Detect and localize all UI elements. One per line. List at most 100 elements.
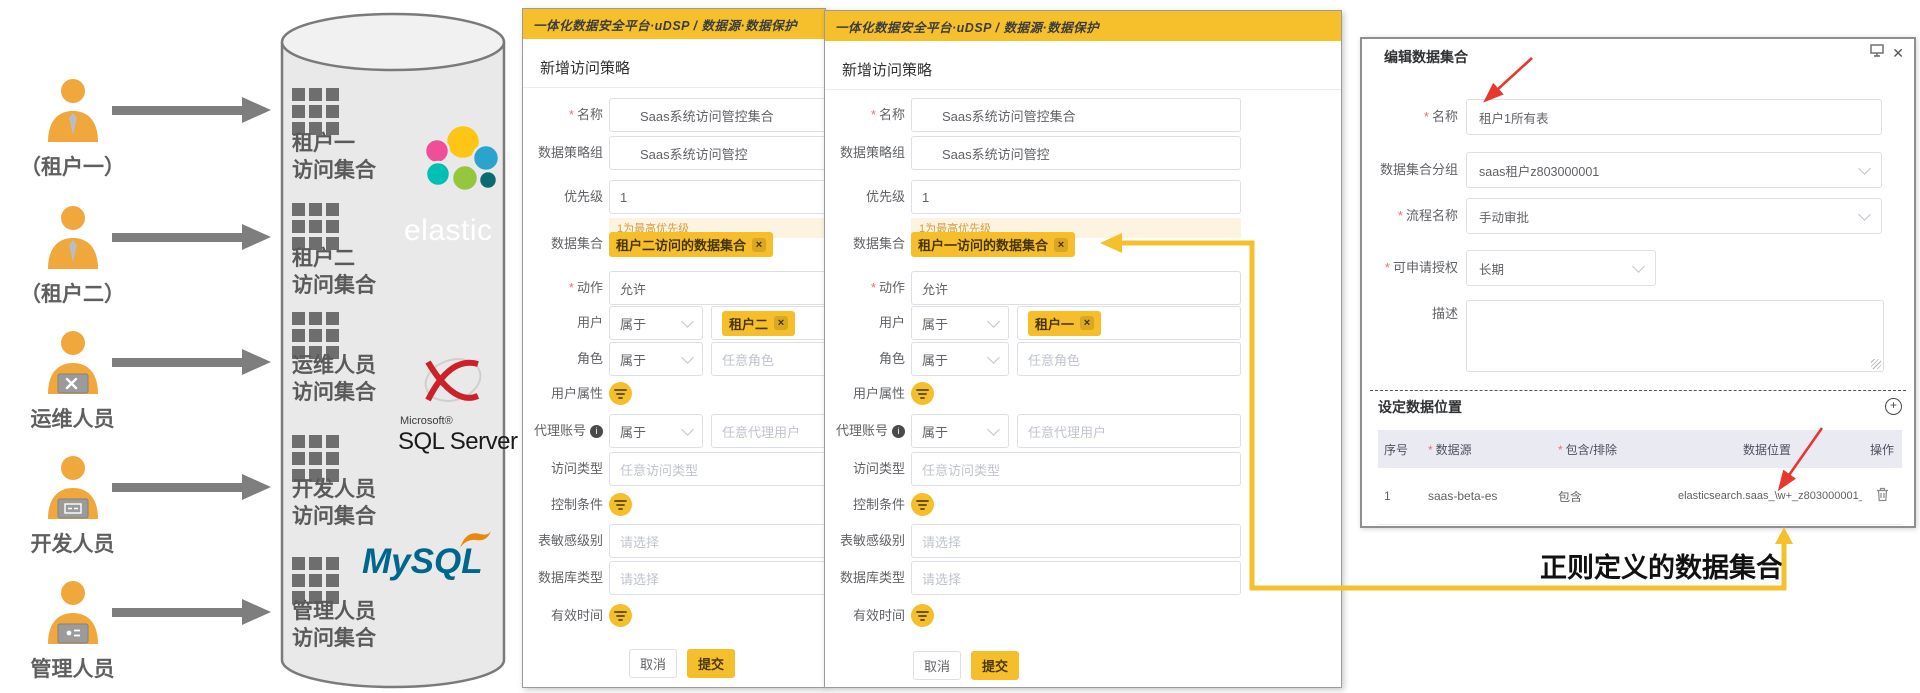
field-input-数据库类型[interactable]: 请选择 <box>609 561 825 595</box>
close-icon[interactable]: ✕ <box>1892 44 1904 61</box>
field-input-优先级[interactable]: 1 <box>911 180 1241 214</box>
field-value: Saas系统访问管控集合 <box>640 108 774 124</box>
field-select-用户[interactable]: 属于 <box>911 306 1009 340</box>
divider <box>825 89 1341 90</box>
field-input-用户[interactable]: 租户二 × <box>711 306 825 340</box>
expand-filter-icon[interactable] <box>609 382 632 405</box>
access-collection-label: 开发人员 访问集合 <box>292 476 376 530</box>
submit-button[interactable]: 提交 <box>971 651 1019 680</box>
select-value: 属于 <box>620 352 647 368</box>
field-label-动作: * 动作 <box>523 280 603 296</box>
cancel-button[interactable]: 取消 <box>629 649 677 678</box>
collection-label-line1: 租户一 <box>292 132 355 155</box>
dialog-title: 新增访问策略 <box>540 60 631 77</box>
field-input-名称[interactable]: Saas系统访问管控集合 <box>911 98 1241 132</box>
panel-input-流程名称[interactable]: 手动审批 <box>1466 198 1882 234</box>
field-input-访问类型[interactable]: 任意访问类型 <box>911 452 1241 486</box>
field-label-用户: 用户 <box>825 315 905 331</box>
collection-label-line2: 访问集合 <box>292 505 376 528</box>
expand-filter-icon[interactable] <box>911 382 934 405</box>
field-label-text: 角色 <box>576 351 603 366</box>
dataset-tag[interactable]: 租户二访问的数据集合 × <box>609 232 774 257</box>
field-input-访问类型[interactable]: 任意访问类型 <box>609 452 825 486</box>
field-input-数据策略组[interactable]: Saas系统访问管控 <box>609 136 825 170</box>
tag-text: 租户二访问的数据集合 <box>616 238 747 253</box>
field-label-text: 名称 <box>878 107 905 122</box>
remove-tag-icon[interactable]: × <box>1080 316 1095 330</box>
field-input-角色[interactable]: 任意角色 <box>1017 342 1241 376</box>
field-select-角色[interactable]: 属于 <box>609 342 703 376</box>
field-value: Saas系统访问管控 <box>942 146 1050 162</box>
add-location-icon[interactable]: + <box>1885 398 1902 415</box>
field-placeholder: 任意访问类型 <box>620 462 699 478</box>
field-input-数据库类型[interactable]: 请选择 <box>911 561 1241 595</box>
field-input-表敏感级别[interactable]: 请选择 <box>609 524 825 558</box>
expand-filter-icon[interactable] <box>609 604 632 627</box>
chevron-down-icon <box>987 422 1000 436</box>
table-row: 1 saas-beta-es 包含 elasticsearch.saas_\w+_z8… <box>1378 468 1902 525</box>
required-asterisk: * <box>1428 442 1433 457</box>
field-input-动作[interactable]: 允许 <box>609 271 825 305</box>
field-label-数据集合: 数据集合 <box>523 236 603 252</box>
persona-1: （租户一） <box>10 78 135 181</box>
submit-button[interactable]: 提交 <box>687 649 735 678</box>
field-input-角色[interactable]: 任意角色 <box>711 342 825 376</box>
elastic-logo-icon <box>423 123 501 193</box>
field-input-数据策略组[interactable]: Saas系统访问管控 <box>911 136 1241 170</box>
dialog-header: 一体化数据安全平台·uDSP / 数据源·数据保护 <box>825 11 1341 41</box>
field-input-代理账号[interactable]: 任意代理用户 <box>711 414 825 448</box>
field-placeholder: 任意代理用户 <box>722 424 801 440</box>
field-label-text: 优先级 <box>563 189 603 204</box>
field-input-名称[interactable]: Saas系统访问管控集合 <box>609 98 825 132</box>
panel-label-可申请授权: * 可申请授权 <box>1362 260 1458 276</box>
field-input-代理账号[interactable]: 任意代理用户 <box>1017 414 1241 448</box>
selected-tag[interactable]: 租户一 × <box>1028 310 1102 336</box>
expand-filter-icon[interactable] <box>911 604 934 627</box>
field-value: 手动审批 <box>1479 210 1530 225</box>
required-asterisk: * <box>568 107 574 122</box>
field-input-优先级[interactable]: 1 <box>609 180 825 214</box>
cell-location: elasticsearch.saas_\w+_z803000001_* <box>1678 490 1862 502</box>
delete-row-button[interactable] <box>1876 487 1889 505</box>
field-select-代理账号[interactable]: 属于 <box>911 414 1009 448</box>
field-select-用户[interactable]: 属于 <box>609 306 703 340</box>
cancel-button[interactable]: 取消 <box>913 651 961 680</box>
access-collection-label: 运维人员 访问集合 <box>292 352 376 406</box>
collection-label-line2: 访问集合 <box>292 381 376 404</box>
field-label-有效时间: 有效时间 <box>825 608 905 624</box>
expand-filter-icon[interactable] <box>609 493 632 516</box>
pin-icon[interactable] <box>1870 44 1884 62</box>
access-collection-grid-icon <box>292 435 339 482</box>
panel-input-可申请授权[interactable]: 长期 <box>1466 250 1656 286</box>
resize-grip[interactable] <box>1871 359 1881 369</box>
flow-arrow <box>112 599 271 625</box>
collection-label-line2: 访问集合 <box>292 627 376 650</box>
field-label-数据库类型: 数据库类型 <box>523 570 603 586</box>
field-label-控制条件: 控制条件 <box>523 497 603 513</box>
field-input-用户[interactable]: 租户一 × <box>1017 306 1241 340</box>
remove-tag-icon[interactable]: × <box>774 316 789 330</box>
field-label-text: 流程名称 <box>1405 208 1458 223</box>
chevron-down-icon <box>1632 259 1645 273</box>
mysql-dolphin-icon <box>460 531 491 548</box>
field-input-动作[interactable]: 允许 <box>911 271 1241 305</box>
panel-input-数据集合分组[interactable]: saas租户z803000001 <box>1466 152 1882 188</box>
dataset-tag[interactable]: 租户一访问的数据集合 × <box>911 232 1076 257</box>
selected-tag[interactable]: 租户二 × <box>722 310 796 336</box>
description-textarea[interactable] <box>1466 300 1884 372</box>
remove-tag-icon[interactable]: × <box>752 237 767 252</box>
select-value: 属于 <box>922 316 949 332</box>
select-value: 属于 <box>922 352 949 368</box>
field-label-text: 用户 <box>878 315 905 330</box>
field-label-用户属性: 用户属性 <box>523 386 603 402</box>
access-collection-grid-icon <box>292 557 339 604</box>
field-label-text: 用户 <box>576 315 603 330</box>
field-label-text: 有效时间 <box>852 608 905 623</box>
field-input-表敏感级别[interactable]: 请选择 <box>911 524 1241 558</box>
field-select-角色[interactable]: 属于 <box>911 342 1009 376</box>
flow-arrow <box>112 474 271 500</box>
field-select-代理账号[interactable]: 属于 <box>609 414 703 448</box>
expand-filter-icon[interactable] <box>911 493 934 516</box>
panel-input-名称[interactable]: 租户1所有表 <box>1466 99 1882 135</box>
remove-tag-icon[interactable]: × <box>1054 237 1069 252</box>
